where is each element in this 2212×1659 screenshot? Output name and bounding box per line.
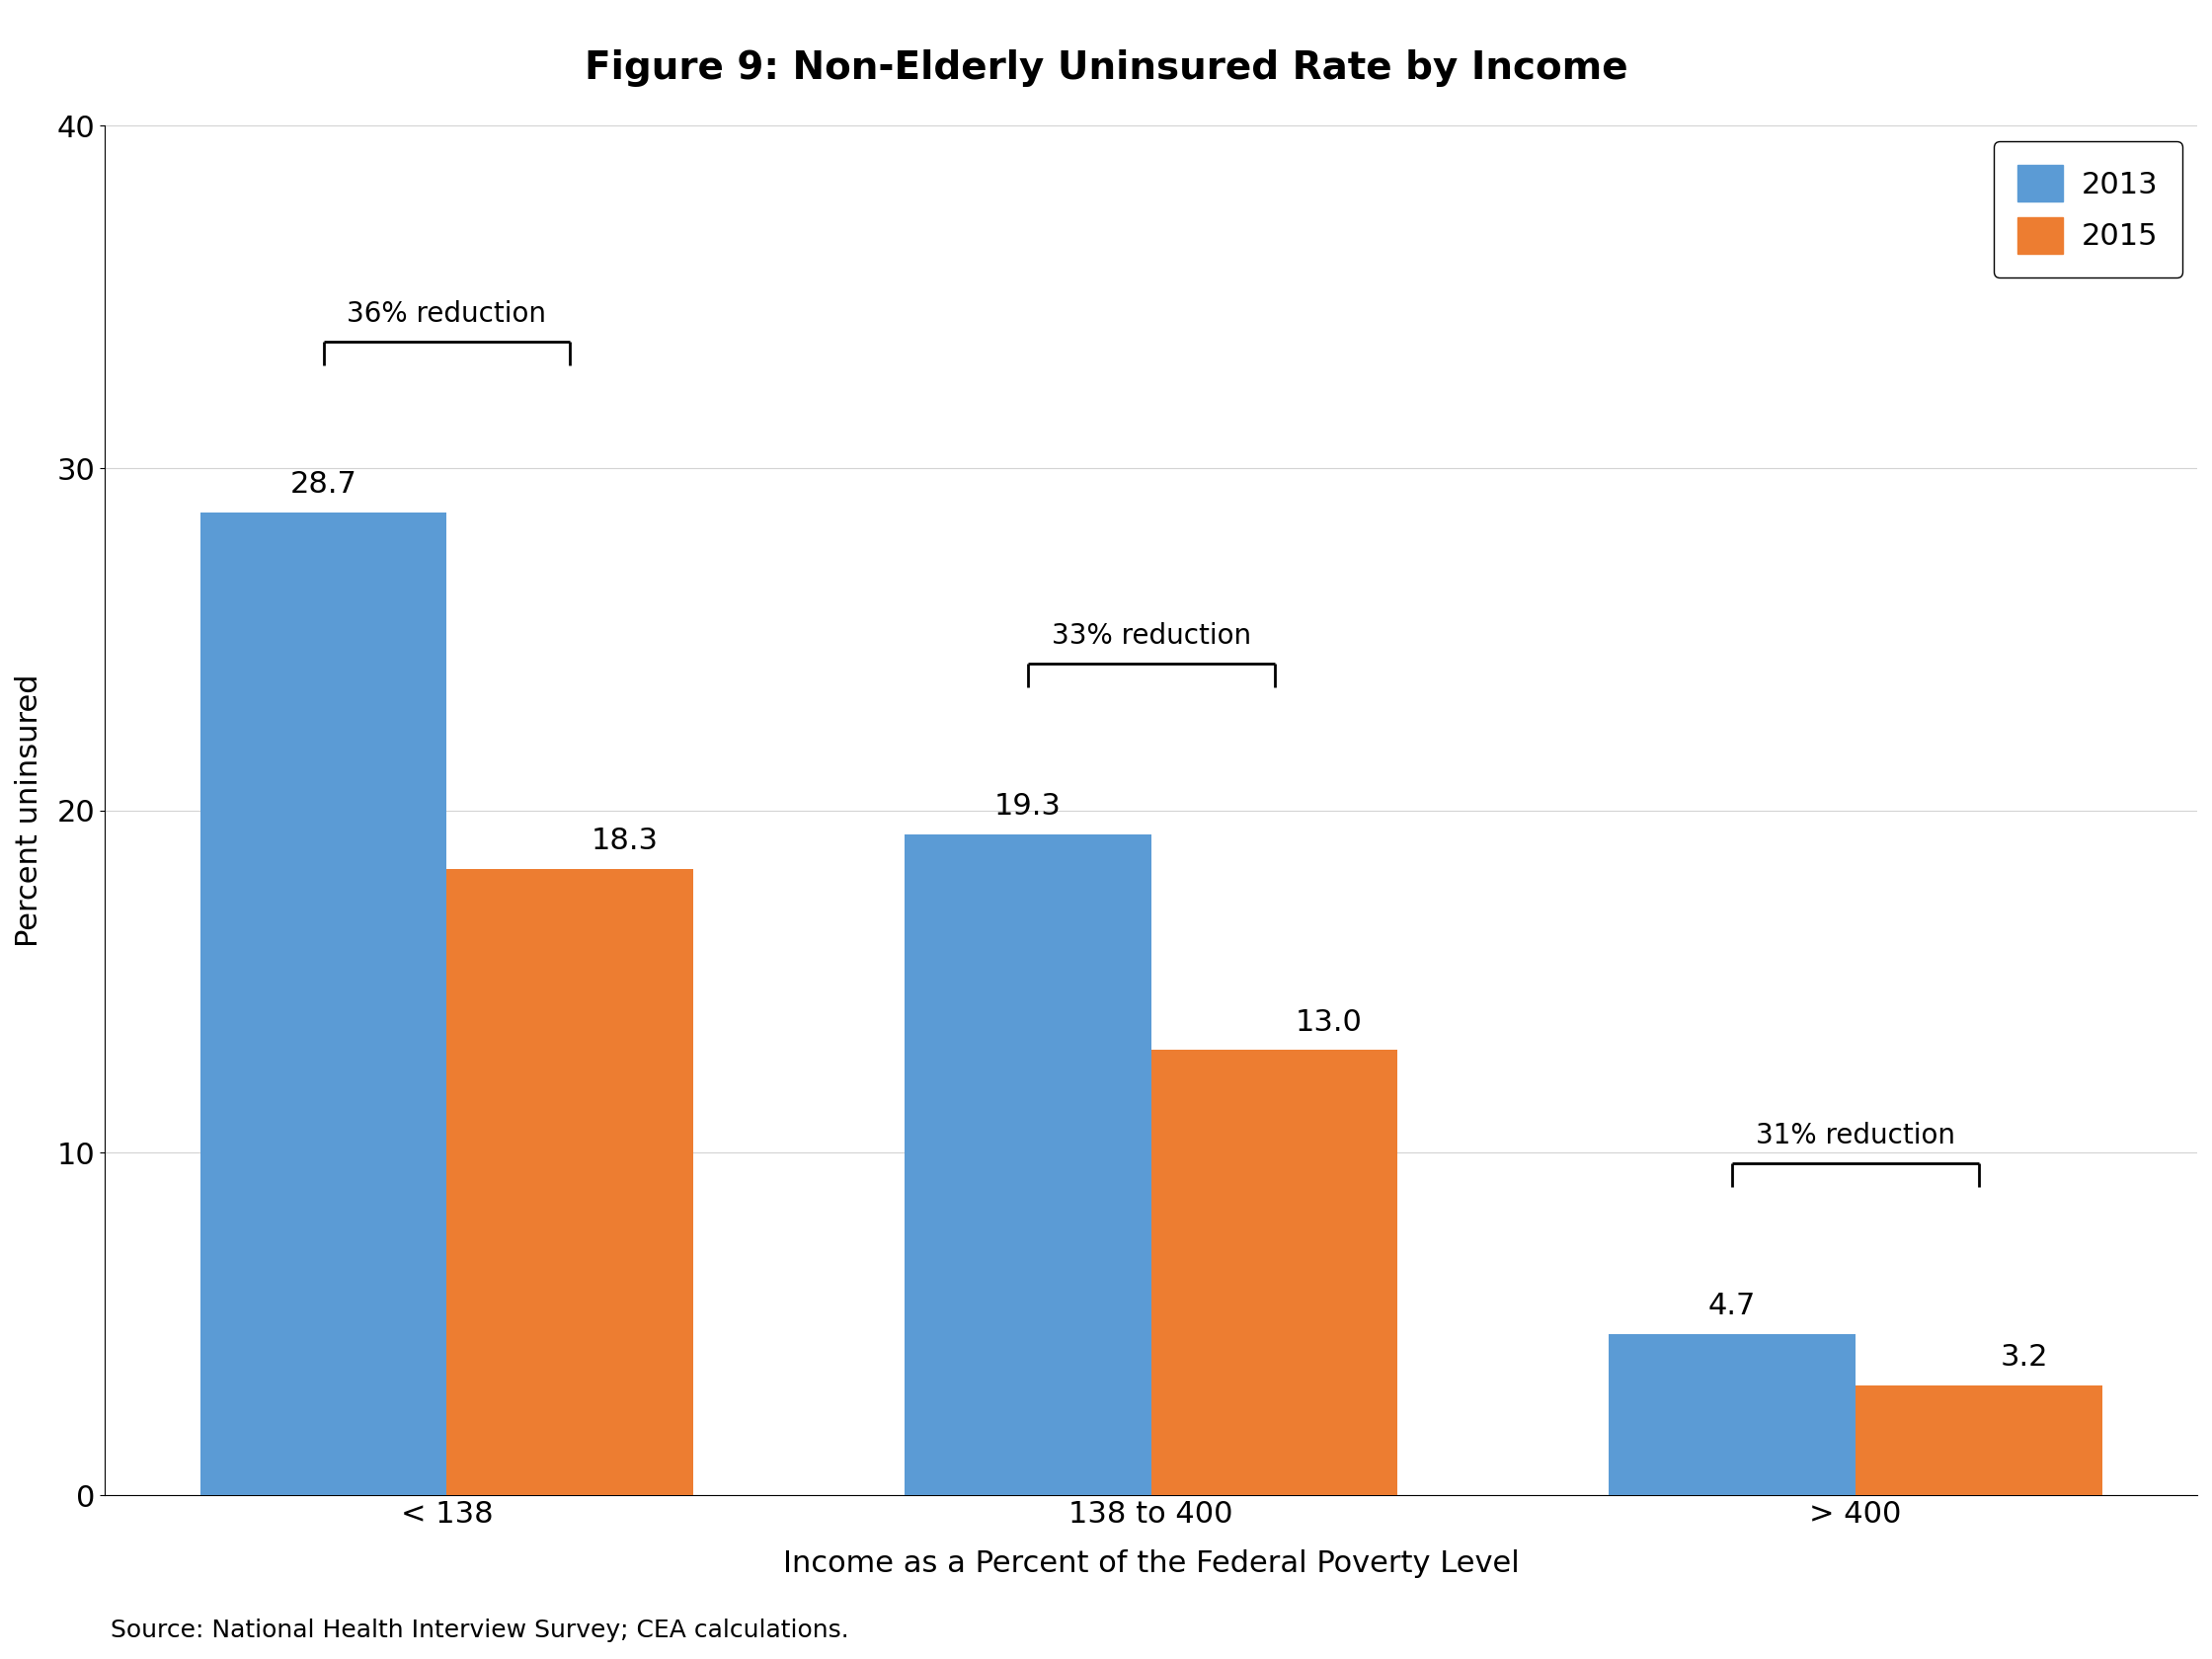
Bar [201, 513, 447, 1495]
Text: 4.7: 4.7 [1708, 1292, 1756, 1321]
Text: 33% reduction: 33% reduction [1051, 622, 1252, 650]
Text: 31% reduction: 31% reduction [1756, 1121, 1955, 1150]
Legend: 2013, 2015: 2013, 2015 [1993, 141, 2181, 277]
Text: 36% reduction: 36% reduction [347, 300, 546, 328]
Text: Source: National Health Interview Survey; CEA calculations.: Source: National Health Interview Survey… [111, 1619, 849, 1642]
Bar [1608, 1334, 1856, 1495]
Bar [1150, 1050, 1398, 1495]
Text: 13.0: 13.0 [1296, 1007, 1363, 1037]
Text: 19.3: 19.3 [995, 791, 1062, 821]
Text: Figure 9: Non-Elderly Uninsured Rate by Income: Figure 9: Non-Elderly Uninsured Rate by … [584, 50, 1628, 88]
Text: 18.3: 18.3 [591, 826, 659, 854]
Bar [1856, 1385, 2101, 1495]
Y-axis label: Percent uninsured: Percent uninsured [15, 674, 44, 947]
Bar [447, 869, 692, 1495]
Text: 28.7: 28.7 [290, 469, 356, 499]
Bar [905, 834, 1150, 1495]
X-axis label: Income as a Percent of the Federal Poverty Level: Income as a Percent of the Federal Pover… [783, 1550, 1520, 1578]
Text: 3.2: 3.2 [2000, 1344, 2048, 1372]
